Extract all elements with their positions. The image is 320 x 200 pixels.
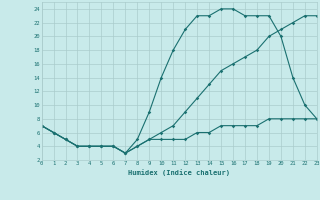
X-axis label: Humidex (Indice chaleur): Humidex (Indice chaleur) [128,169,230,176]
